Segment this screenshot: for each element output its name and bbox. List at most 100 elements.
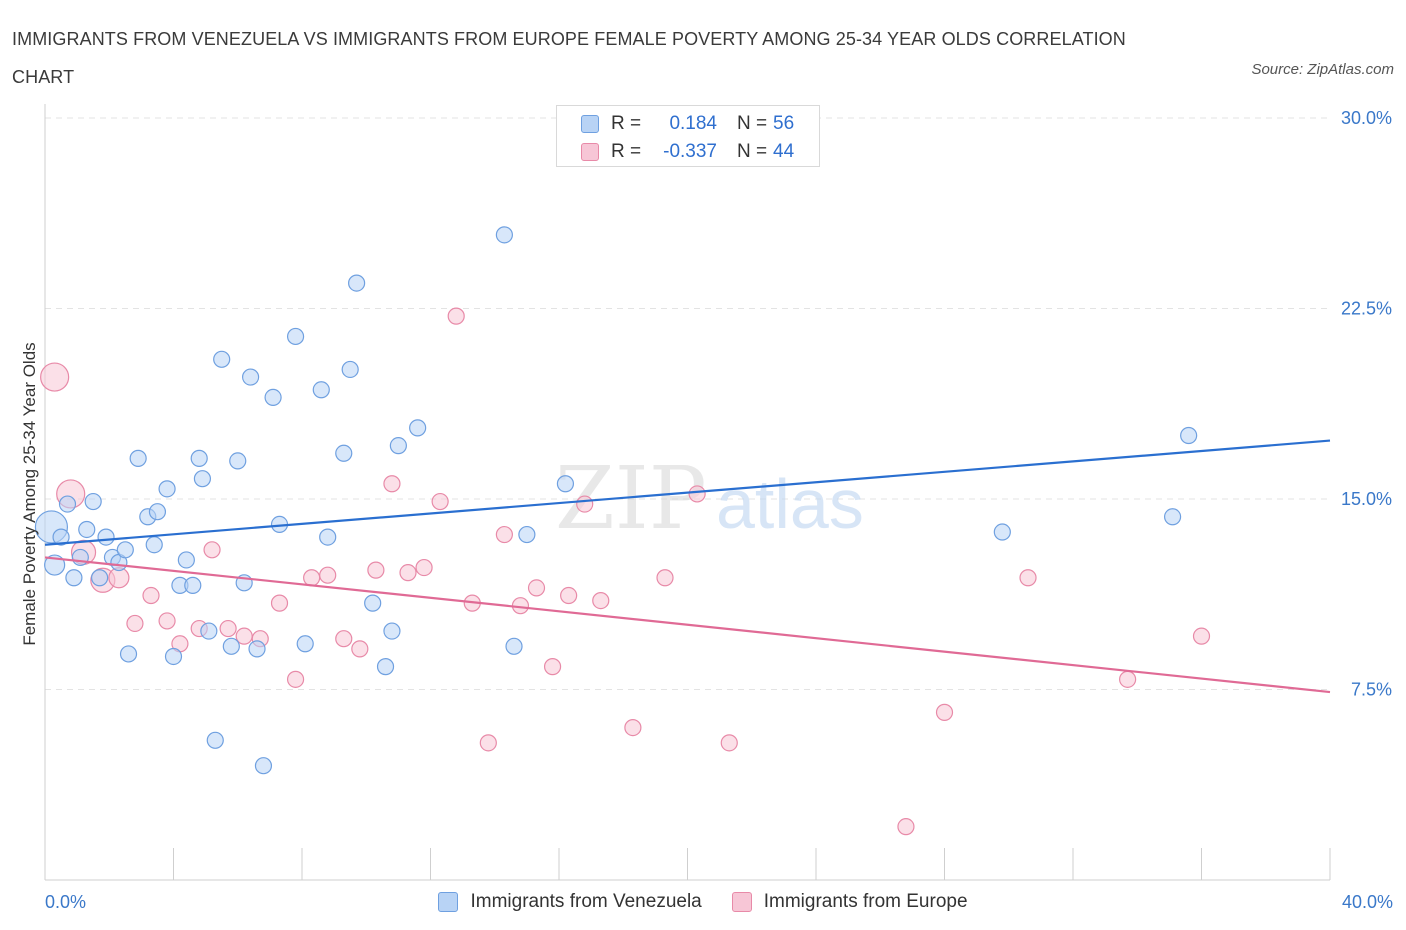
data-point-europe [560,586,578,605]
data-point-europe [142,586,160,605]
data-point-europe [495,525,513,544]
axes [44,104,1331,881]
data-point-venezuela [335,444,353,462]
data-point-europe [219,619,237,638]
y-tick-label: 7.5% [1351,680,1392,700]
data-point-europe [479,734,497,752]
legend-label-europe: Immigrants from Europe [763,891,968,912]
data-point-venezuela [91,569,109,587]
data-point-europe [158,612,176,630]
data-point-venezuela [389,437,407,455]
legend-swatch-venezuela [581,115,599,133]
data-point-venezuela [495,226,513,244]
grid-lines [45,117,1330,690]
data-point-venezuela [1180,426,1198,445]
data-point-venezuela [206,731,224,749]
legend-n-label: N = [737,141,768,162]
legend-label-venezuela: Immigrants from Venezuela [470,891,702,912]
data-point-venezuela [383,622,401,640]
data-point-venezuela [556,475,575,493]
correlation-legend: R = 0.184 N = 56 R = -0.337 N = 44 [556,105,820,167]
legend-swatch-europe [731,892,752,912]
data-point-europe [383,475,401,493]
data-point-europe [270,594,289,612]
data-point-venezuela [409,419,427,437]
data-point-venezuela [65,569,83,587]
data-point-venezuela [116,541,134,559]
data-point-venezuela [97,528,115,546]
data-point-europe [126,614,144,633]
trend-lines [44,439,1331,694]
legend-item-venezuela: Immigrants from Venezuela [438,888,702,916]
legend-n-value: 56 [773,113,795,134]
legend-item-europe: Immigrants from Europe [731,888,968,916]
watermark-zip: ZIP [555,449,707,549]
data-point-europe [286,670,305,688]
y-tick-label: 22.5% [1341,299,1392,319]
data-point-europe [40,362,70,392]
trend-line-europe [44,556,1331,694]
legend-swatch-europe [581,143,599,161]
data-point-europe [447,307,465,325]
data-point-europe [656,569,674,587]
data-point-venezuela [296,635,314,653]
data-point-venezuela [84,492,102,511]
data-point-europe [592,591,610,610]
legend-r-value: -0.337 [663,141,717,162]
data-point-europe [303,569,321,587]
data-point-venezuela [248,640,266,658]
data-point-europe [1019,569,1037,587]
legend-n-label: N = [737,113,768,134]
data-point-europe [1192,627,1211,645]
data-point-venezuela [993,523,1011,541]
y-tick-label: 30.0% [1341,108,1392,128]
data-point-europe [335,630,353,648]
data-point-europe [367,561,385,579]
data-point-venezuela [264,388,282,406]
data-point-europe [203,541,221,559]
data-point-venezuela [177,551,195,569]
legend-row-europe: R = -0.337 N = 44 [581,140,794,164]
data-point-venezuela [71,548,89,567]
data-point-venezuela [158,480,176,498]
legend-r-value: 0.184 [669,113,717,134]
data-point-venezuela [222,637,240,655]
data-point-venezuela [78,520,96,539]
legend-n-value: 44 [773,141,795,162]
data-point-venezuela [1163,508,1182,526]
data-point-europe [431,492,449,511]
data-point-venezuela [58,495,77,513]
data-point-venezuela [190,449,208,467]
data-point-venezuela [52,528,70,546]
watermark-atlas: atlas [716,465,864,543]
data-point-europe [720,734,738,752]
data-point-europe [319,566,337,584]
data-point-europe [624,718,642,737]
series-venezuela-points [34,226,1198,775]
data-point-venezuela [364,594,382,612]
y-axis-label: Female Poverty Among 25-34 Year Olds [20,342,39,646]
data-point-venezuela [129,449,147,467]
source-label: Source: ZipAtlas.com [1251,61,1394,78]
data-point-venezuela [200,622,218,640]
legend-r-label: R = [611,141,642,162]
data-point-venezuela [164,647,183,666]
data-point-venezuela [518,525,536,544]
y-tick-label: 15.0% [1341,489,1392,509]
trend-line-venezuela [44,439,1331,546]
data-point-europe [527,579,546,597]
x-tick-labels: 0.0% 40.0% [45,892,1393,912]
data-point-europe [688,485,706,503]
data-point-europe [1119,670,1137,688]
data-point-venezuela [148,503,167,521]
data-point-europe [576,495,594,513]
data-point-europe [351,640,369,658]
data-point-venezuela [286,327,305,346]
data-point-europe [415,558,433,577]
legend-swatch-venezuela [438,892,459,912]
data-point-venezuela [213,350,231,368]
data-point-europe [543,658,562,676]
series-legend: Immigrants from Venezuela Immigrants fro… [0,888,1406,916]
data-point-venezuela [254,757,273,775]
